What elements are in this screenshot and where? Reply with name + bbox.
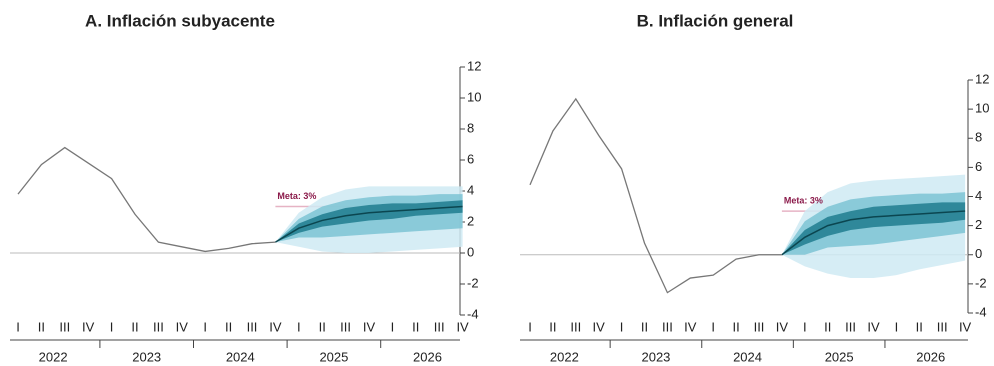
central-line bbox=[275, 205, 463, 243]
x-tick-label: IV bbox=[959, 319, 972, 334]
y-tick-label: 10 bbox=[975, 101, 989, 116]
y-tick-label: 12 bbox=[975, 71, 989, 86]
x-tick-label: II bbox=[641, 319, 648, 334]
year-label: 2024 bbox=[226, 349, 255, 364]
x-tick-label: I bbox=[110, 319, 114, 334]
y-tick-label: 6 bbox=[467, 151, 474, 166]
y-tick-label: 8 bbox=[975, 130, 982, 145]
y-tick-label: 4 bbox=[467, 182, 474, 197]
year-label: 2026 bbox=[413, 349, 442, 364]
y-tick-label: -4 bbox=[467, 306, 479, 321]
x-tick-label: II bbox=[916, 319, 923, 334]
y-tick-label: 0 bbox=[975, 246, 982, 261]
x-tick-label: IV bbox=[82, 319, 95, 334]
x-tick-label: I bbox=[711, 319, 715, 334]
y-tick-label: 8 bbox=[467, 120, 474, 135]
x-tick-label: II bbox=[732, 319, 739, 334]
x-tick-label: IV bbox=[456, 319, 469, 334]
history-line bbox=[17, 146, 276, 253]
x-tick-label: IV bbox=[269, 319, 282, 334]
fan-band bbox=[275, 200, 463, 243]
x-tick-label: IV bbox=[593, 319, 606, 334]
x-tick-label: III bbox=[754, 319, 765, 334]
x-tick-label: I bbox=[803, 319, 807, 334]
year-label: 2023 bbox=[132, 349, 161, 364]
x-tick-label: II bbox=[412, 319, 419, 334]
x-tick-label: IV bbox=[776, 319, 789, 334]
x-tick-label: II bbox=[131, 319, 138, 334]
x-tick-label: I bbox=[203, 319, 207, 334]
x-tick-label: IV bbox=[867, 319, 880, 334]
x-tick-label: II bbox=[824, 319, 831, 334]
x-tick-label: I bbox=[528, 319, 532, 334]
year-label: 2024 bbox=[733, 349, 762, 364]
chart-title: B. Inflación general bbox=[637, 11, 794, 30]
history-line bbox=[529, 97, 782, 294]
y-tick-label: 12 bbox=[467, 58, 481, 73]
x-tick-label: I bbox=[620, 319, 624, 334]
x-tick-label: II bbox=[225, 319, 232, 334]
x-tick-label: II bbox=[549, 319, 556, 334]
x-tick-label: II bbox=[319, 319, 326, 334]
x-tick-label: III bbox=[662, 319, 673, 334]
year-label: 2022 bbox=[550, 349, 579, 364]
y-tick-label: 10 bbox=[467, 89, 481, 104]
year-label: 2025 bbox=[319, 349, 348, 364]
meta-label: Meta: 3% bbox=[277, 191, 316, 201]
x-tick-label: IV bbox=[684, 319, 697, 334]
y-tick-label: 0 bbox=[467, 244, 474, 259]
x-tick-label: I bbox=[297, 319, 301, 334]
central-line bbox=[781, 210, 966, 256]
x-tick-label: III bbox=[59, 319, 70, 334]
y-tick-label: 4 bbox=[975, 188, 982, 203]
x-tick-label: III bbox=[247, 319, 258, 334]
y-tick-label: 6 bbox=[975, 159, 982, 174]
year-label: 2025 bbox=[825, 349, 854, 364]
x-tick-label: IV bbox=[176, 319, 189, 334]
x-tick-label: II bbox=[38, 319, 45, 334]
y-tick-label: -4 bbox=[975, 304, 987, 319]
y-tick-label: -2 bbox=[467, 275, 479, 290]
x-tick-label: III bbox=[153, 319, 164, 334]
x-tick-label: I bbox=[391, 319, 395, 334]
fan-band bbox=[781, 202, 966, 255]
x-tick-label: III bbox=[570, 319, 581, 334]
year-label: 2023 bbox=[641, 349, 670, 364]
y-tick-label: 2 bbox=[975, 217, 982, 232]
x-tick-label: I bbox=[895, 319, 899, 334]
x-tick-label: I bbox=[16, 319, 20, 334]
meta-label: Meta: 3% bbox=[784, 195, 823, 205]
x-tick-label: III bbox=[434, 319, 445, 334]
chart-title: A. Inflación subyacente bbox=[85, 11, 275, 30]
x-tick-label: III bbox=[340, 319, 351, 334]
y-tick-label: -2 bbox=[975, 275, 987, 290]
y-tick-label: 2 bbox=[467, 213, 474, 228]
x-tick-label: III bbox=[937, 319, 948, 334]
year-label: 2026 bbox=[916, 349, 945, 364]
year-label: 2022 bbox=[39, 349, 68, 364]
x-tick-label: IV bbox=[363, 319, 376, 334]
x-tick-label: III bbox=[845, 319, 856, 334]
